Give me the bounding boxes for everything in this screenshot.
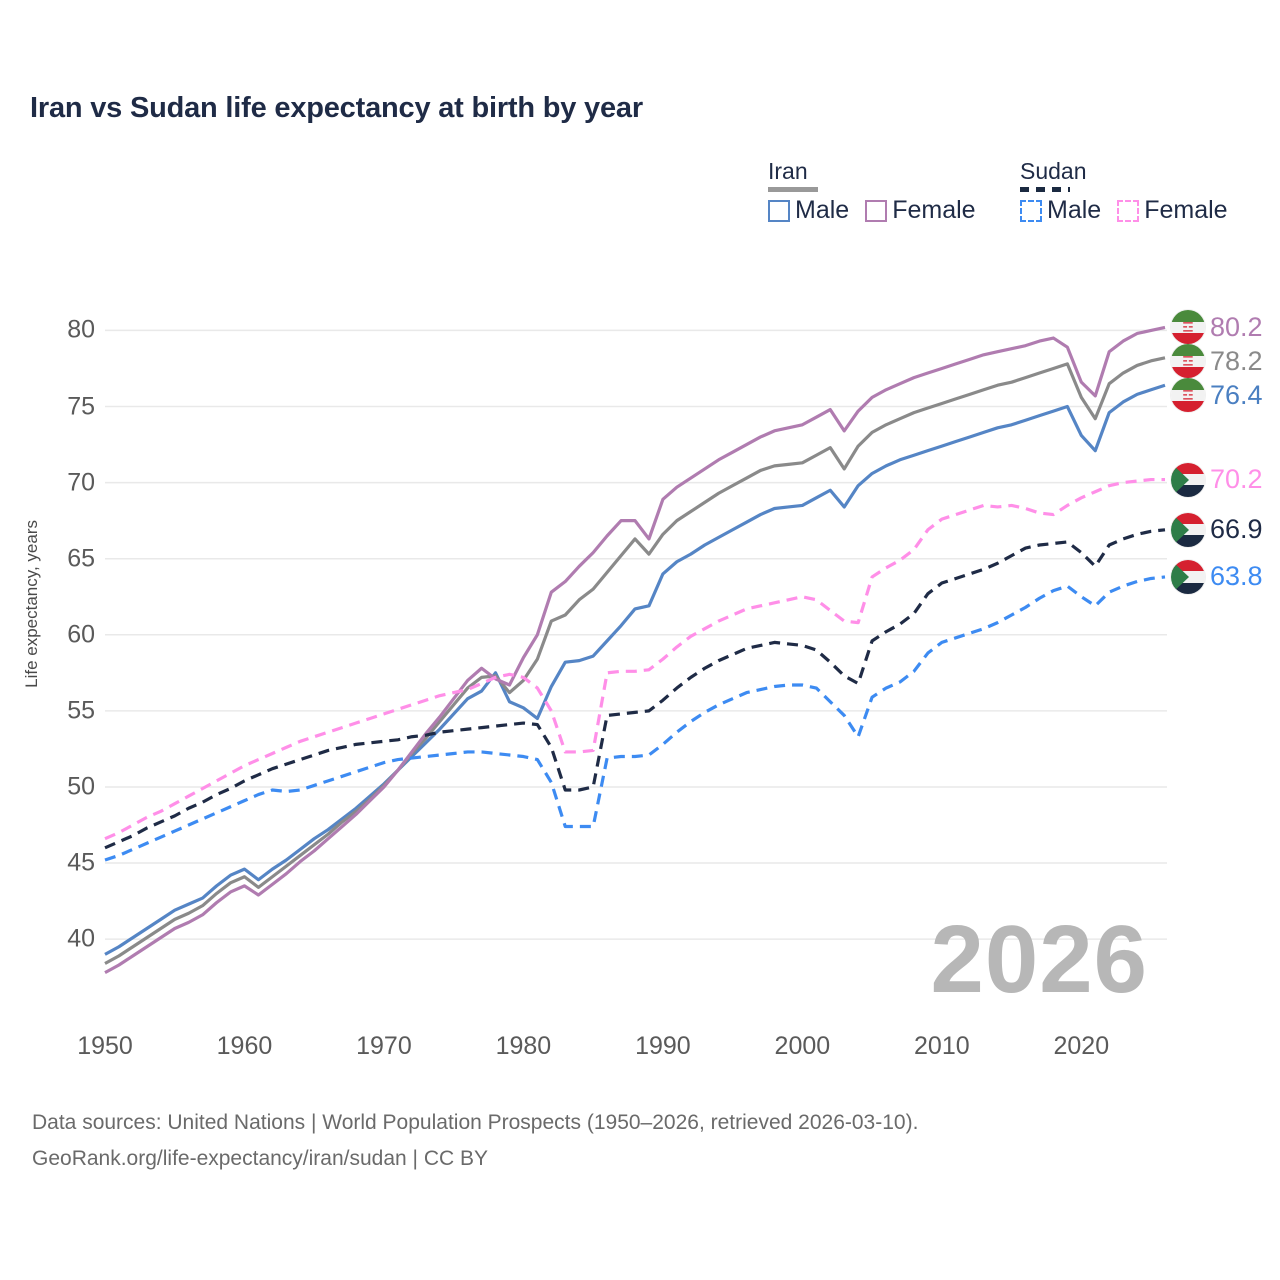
series-line-sudan-female <box>104 477 1165 841</box>
x-tick-label: 1990 <box>635 1032 691 1060</box>
year-watermark: 2026 <box>930 906 1148 1013</box>
legend-item-sudan-male[interactable]: Male <box>1020 196 1101 225</box>
legend-group-iran: Iran Male Female <box>768 158 976 224</box>
series-line-iran-total <box>104 356 1166 965</box>
iran-flag-icon: ☲ <box>1171 378 1205 413</box>
end-label-value: 76.4 <box>1210 379 1263 410</box>
x-tick-label: 2010 <box>914 1032 970 1060</box>
y-tick-label: 40 <box>67 924 95 953</box>
end-label-sudan-male: 63.8 <box>1171 559 1263 594</box>
legend-label-sudan-male: Male <box>1047 196 1102 224</box>
x-tick-label: 1950 <box>77 1032 133 1060</box>
sudan-flag-icon <box>1171 462 1205 497</box>
legend-swatch-icon-sudan-female <box>1117 199 1140 222</box>
legend-item-sudan-female[interactable]: Female <box>1117 196 1228 225</box>
y-tick-label: 70 <box>67 468 95 497</box>
series-line-sudan-total <box>104 528 1166 850</box>
end-label-sudan-total: 66.9 <box>1171 512 1263 547</box>
y-tick-label: 75 <box>67 392 95 421</box>
series-line-iran-female <box>104 325 1166 975</box>
legend-swatch-icon-iran-male <box>768 199 790 222</box>
legend-rule-sudan <box>1020 187 1070 192</box>
legend-country-iran: Iran <box>768 158 808 184</box>
legend-rule-iran <box>768 187 818 192</box>
x-tick-label: 1970 <box>356 1032 412 1060</box>
page-title: Iran vs Sudan life expectancy at birth b… <box>30 92 643 124</box>
chart-legend: Iran Male Female Sudan Male <box>760 158 1260 248</box>
legend-swatch-icon-sudan-male <box>1020 199 1042 222</box>
legend-swatch-icon-iran-female <box>865 199 888 222</box>
legend-label-sudan-female: Female <box>1144 196 1228 224</box>
series-line-iran-male <box>104 383 1166 956</box>
end-label-iran-male: ☲ 76.4 <box>1171 378 1263 413</box>
end-label-sudan-female: 70.2 <box>1171 462 1263 497</box>
y-tick-label: 65 <box>67 544 95 573</box>
legend-items-iran: Male Female <box>768 196 976 225</box>
legend-label-iran-male: Male <box>795 196 850 224</box>
end-label-value: 70.2 <box>1210 464 1263 495</box>
sudan-flag-icon <box>1171 559 1205 594</box>
sudan-flag-icon <box>1171 512 1205 547</box>
end-label-value: 80.2 <box>1210 311 1263 342</box>
iran-flag-icon: ☲ <box>1171 344 1205 379</box>
y-tick-label: 45 <box>67 848 95 877</box>
legend-item-iran-female[interactable]: Female <box>865 196 976 225</box>
legend-group-sudan: Sudan Male Female <box>1020 158 1228 224</box>
y-tick-label: 50 <box>67 772 95 801</box>
end-label-value: 66.9 <box>1210 514 1263 545</box>
end-label-value: 78.2 <box>1210 345 1263 376</box>
x-tick-label: 2000 <box>774 1032 831 1060</box>
series-line-sudan-male <box>104 575 1166 862</box>
legend-items-sudan: Male Female <box>1020 196 1228 225</box>
end-label-iran-female: ☲ 80.2 <box>1171 310 1263 345</box>
y-tick-label: 60 <box>67 620 95 649</box>
y-tick-label: 55 <box>67 696 95 725</box>
y-tick-label: 80 <box>67 315 95 344</box>
footer-line-1: Data sources: United Nations | World Pop… <box>32 1111 919 1134</box>
x-tick-label: 2020 <box>1053 1032 1110 1060</box>
x-tick-label: 1980 <box>495 1032 552 1060</box>
legend-item-iran-male[interactable]: Male <box>768 196 849 225</box>
legend-country-sudan: Sudan <box>1020 158 1087 184</box>
end-label-iran-total: ☲ 78.2 <box>1171 344 1263 379</box>
end-label-value: 63.8 <box>1210 561 1263 592</box>
iran-flag-icon: ☲ <box>1171 310 1205 345</box>
footer-line-2: GeoRank.org/life-expectancy/iran/sudan |… <box>32 1147 489 1170</box>
footer-attribution: Data sources: United Nations | World Pop… <box>32 1105 918 1177</box>
x-tick-label: 1960 <box>216 1032 273 1060</box>
legend-label-iran-female: Female <box>892 196 976 224</box>
